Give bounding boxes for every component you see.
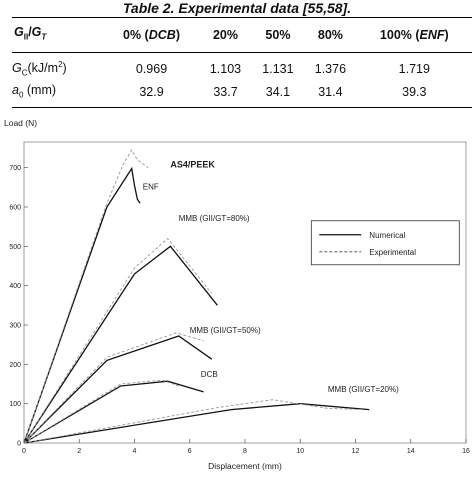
- curve-label: DCB: [201, 370, 218, 379]
- curve-label: ENF: [143, 182, 159, 191]
- series-line-dashed: [23, 149, 149, 444]
- y-tick-label: 400: [9, 283, 21, 290]
- y-tick-label: 300: [9, 323, 21, 330]
- table-cell: 39.3: [356, 81, 472, 109]
- x-tick-label: 6: [188, 448, 192, 455]
- table-cell: 1.376: [314, 62, 347, 77]
- y-tick-label: 700: [9, 165, 21, 172]
- y-axis-label: Load (N): [4, 118, 37, 128]
- table-row-a0: a0 (mm) 32.9 33.7 34.1 31.4 39.3: [12, 81, 472, 109]
- curve-label: MMB (GII/GT=50%): [190, 326, 261, 335]
- table-row-gc: GC(kJ/m2) 0.969 1.103 1.131 1.376 1.719: [12, 53, 472, 82]
- header-cell: 0% (DCB): [103, 17, 200, 53]
- row-label-a0: a0 (mm): [12, 81, 104, 109]
- series-line-solid: [23, 335, 213, 444]
- y-tick-label: 500: [9, 244, 21, 251]
- x-tick-label: 16: [462, 448, 470, 455]
- row-label-gc: GC(kJ/m2): [12, 60, 67, 78]
- series-line-solid: [23, 403, 370, 444]
- table-caption: Table 2. Experimental data [55,58].: [122, 0, 352, 16]
- table-cell: 32.9: [103, 81, 200, 109]
- y-tick-label: 0: [17, 441, 21, 448]
- curve-label: MMB (GII/GT=80%): [179, 214, 250, 223]
- load-displacement-chart: 0 100 200 300 400 500 600 700 0 2 4 6 8 10 12 14 16 Load …: [4, 118, 470, 471]
- series-line-dashed: [23, 379, 179, 444]
- series-line-solid: [23, 245, 218, 444]
- table-cell: 1.719: [398, 62, 430, 77]
- curve-label: MMB (GII/GT=20%): [328, 385, 399, 394]
- table-header-row: GII/GT 0% (DCB) 20% 50% 80% 100% (ENF): [12, 17, 472, 53]
- series-line-solid: [23, 380, 204, 444]
- header-cell: 80%: [304, 17, 357, 53]
- x-tick-label: 12: [352, 448, 360, 455]
- legend-label: Numerical: [369, 231, 405, 240]
- series-line-dashed: [23, 237, 213, 444]
- data-table: GII/GT 0% (DCB) 20% 50% 80% 100% (ENF) G…: [12, 17, 472, 109]
- legend-box: [310, 220, 460, 266]
- table-cell: 1.103: [209, 62, 242, 77]
- table-cell: 1.131: [262, 62, 294, 77]
- series-line-dashed: [23, 399, 364, 444]
- series-line-solid: [23, 166, 141, 444]
- y-tick-label: 600: [9, 205, 21, 212]
- series-line-dashed: [23, 332, 204, 444]
- x-tick-label: 2: [77, 448, 81, 455]
- x-tick-label: 8: [243, 448, 247, 455]
- legend-label: Experimental: [369, 248, 416, 257]
- header-cell: 20%: [199, 17, 252, 53]
- y-tick-label: 100: [9, 401, 21, 408]
- table-cell: 33.7: [199, 81, 252, 109]
- chart-title: AS4/PEEK: [170, 160, 215, 170]
- x-axis-label: Displacement (mm): [208, 461, 282, 471]
- y-tick-label: 200: [9, 362, 21, 369]
- table-cell: 34.1: [251, 81, 305, 109]
- header-cell: 50%: [251, 17, 305, 53]
- x-tick-label: 10: [296, 448, 304, 455]
- header-cell: 100% (ENF): [356, 17, 472, 53]
- x-tick-label: 14: [407, 448, 415, 455]
- header-ratio: GII/GT: [12, 17, 104, 53]
- plot-frame: [23, 141, 467, 444]
- x-tick-label: 0: [22, 448, 26, 455]
- table-cell: 0.969: [135, 62, 168, 77]
- x-tick-label: 4: [133, 448, 137, 455]
- table-cell: 31.4: [304, 81, 357, 109]
